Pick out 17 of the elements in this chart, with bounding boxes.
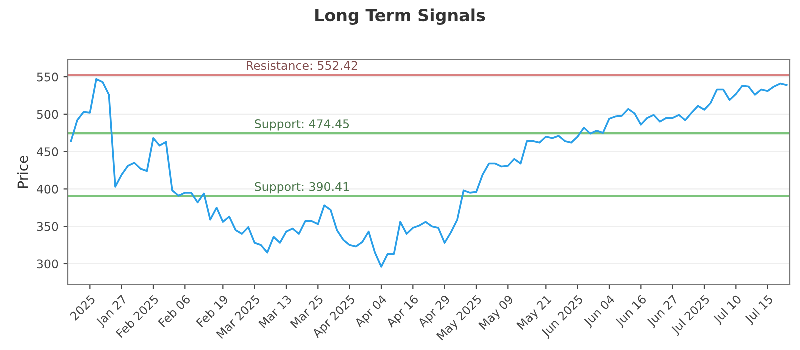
y-tick-label: 300 xyxy=(37,260,58,269)
x-tick-label: Jun 04 xyxy=(582,294,618,329)
y-tick-label: 500 xyxy=(37,110,58,120)
y-tick-label: 400 xyxy=(37,184,58,194)
x-tick-label: Jun 16 xyxy=(614,294,649,329)
ref-line-label: Support: 474.45 xyxy=(255,120,350,131)
y-axis-title: Price xyxy=(17,156,28,188)
x-tick-label: Jul 15 xyxy=(744,294,776,326)
ref-line-label: Support: 390.41 xyxy=(255,182,349,194)
x-tick-label: Feb 06 xyxy=(158,294,192,328)
ref-line-label: Resistance: 552.42 xyxy=(247,61,358,70)
chart-title: Long Term Signals xyxy=(316,8,486,26)
y-tick-label: 350 xyxy=(37,222,58,232)
y-tick-label: 550 xyxy=(37,72,58,82)
x-tick-label: Jul 10 xyxy=(712,294,744,326)
line-series xyxy=(70,78,788,268)
y-tick-label: 450 xyxy=(37,148,58,156)
